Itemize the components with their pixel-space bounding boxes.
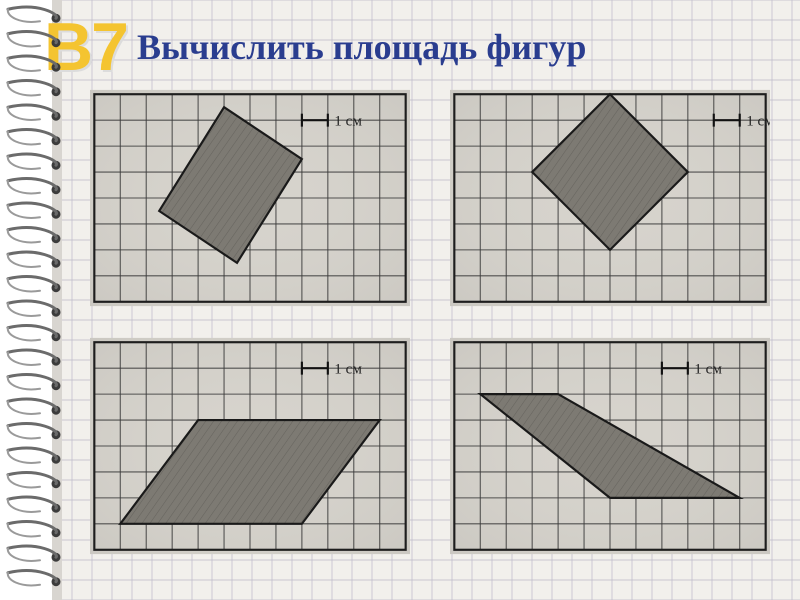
page-root: В7 Вычислить площадь фигур 1 см (0, 0, 800, 600)
scale-label: 1 см (334, 114, 362, 130)
figure-panel: 1 см (450, 336, 770, 556)
heading: В7 Вычислить площадь фигур (52, 8, 790, 86)
panel-svg: 1 см (90, 88, 410, 308)
figure-panel: 1 см (90, 336, 410, 556)
scale-label: 1 см (746, 114, 770, 130)
spiral-binding (0, 0, 70, 600)
figure-panels: 1 см 1 см (90, 88, 770, 556)
content-area: В7 Вычислить площадь фигур 1 см (52, 0, 800, 600)
panel-svg: 1 см (450, 336, 770, 556)
scale-label: 1 см (334, 362, 362, 378)
panel-svg: 1 см (450, 88, 770, 308)
page-title: Вычислить площадь фигур (137, 26, 586, 68)
scale-label: 1 см (694, 362, 722, 378)
panel-svg: 1 см (90, 336, 410, 556)
figure-panel: 1 см (450, 88, 770, 308)
figure-panel: 1 см (90, 88, 410, 308)
